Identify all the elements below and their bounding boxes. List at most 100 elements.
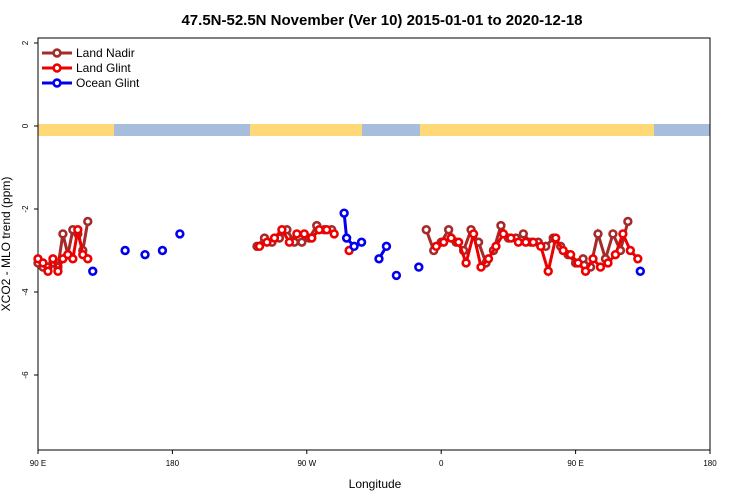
- data-point: [635, 266, 646, 276]
- legend-label: Land Glint: [76, 61, 131, 75]
- data-point: [608, 229, 618, 239]
- data-point: [299, 229, 310, 239]
- data-point: [88, 266, 98, 276]
- x-tick-label: 180: [166, 459, 180, 468]
- data-point: [314, 225, 324, 235]
- series-layer: [33, 208, 646, 281]
- x-tick-label: 90 E: [567, 459, 583, 468]
- x-tick-label: 90 W: [297, 459, 316, 468]
- x-tick-label: 90 E: [30, 459, 46, 468]
- data-point: [391, 270, 402, 281]
- y-tick-label: -4: [21, 288, 30, 296]
- series-ocean-glint: [88, 208, 646, 281]
- y-tick-label: 2: [21, 40, 30, 45]
- data-point: [58, 229, 68, 239]
- data-point: [588, 254, 598, 264]
- legend-item: Ocean Glint: [42, 76, 140, 90]
- data-point: [633, 254, 643, 264]
- data-point: [120, 245, 130, 256]
- data-point: [381, 241, 392, 252]
- data-point: [513, 237, 524, 247]
- x-tick-label: 180: [703, 459, 717, 468]
- y-tick-label: -2: [21, 205, 30, 213]
- land-band-2: [250, 124, 362, 136]
- data-point: [461, 258, 471, 268]
- data-point: [468, 229, 479, 239]
- data-point: [453, 237, 464, 247]
- data-point: [414, 262, 424, 272]
- data-point: [618, 229, 628, 239]
- data-point: [73, 225, 83, 235]
- legend-marker: [52, 63, 62, 73]
- data-point: [536, 241, 546, 252]
- data-point: [322, 225, 332, 235]
- data-point: [610, 249, 621, 260]
- legend-label: Ocean Glint: [76, 76, 140, 90]
- data-point: [603, 258, 613, 268]
- data-point: [43, 266, 53, 276]
- data-point: [38, 258, 48, 268]
- data-point: [518, 229, 529, 239]
- data-point: [339, 208, 349, 218]
- data-point: [496, 220, 506, 231]
- land-band-3: [420, 124, 654, 136]
- data-point: [506, 233, 516, 243]
- data-point: [543, 266, 553, 276]
- data-point: [284, 237, 295, 247]
- x-tick-label: 0: [439, 459, 444, 468]
- data-point: [157, 245, 168, 256]
- data-point: [48, 254, 58, 264]
- x-axis: 90 E 180 90 W 0 90 E 180: [30, 450, 717, 468]
- data-point: [329, 229, 339, 239]
- data-point: [374, 254, 384, 264]
- data-point: [292, 229, 302, 239]
- data-point: [356, 237, 367, 247]
- y-tick-label: 0: [21, 123, 30, 128]
- data-point: [528, 237, 538, 247]
- data-point: [307, 233, 317, 243]
- y-axis: 2 0 -2 -4 -6: [21, 40, 38, 379]
- data-point: [341, 233, 352, 243]
- data-point: [297, 237, 307, 247]
- data-point: [565, 249, 576, 260]
- plot-frame: [37, 37, 711, 451]
- data-point: [476, 262, 486, 272]
- data-point: [446, 233, 456, 243]
- data-point: [68, 254, 78, 264]
- x-axis-label: Longitude: [349, 477, 402, 491]
- data-point: [431, 241, 441, 252]
- data-point: [498, 229, 509, 239]
- data-point: [269, 233, 280, 243]
- series-land-glint: [33, 225, 643, 278]
- land-mask-band: [38, 124, 710, 136]
- data-point: [625, 245, 636, 256]
- data-point: [53, 266, 63, 276]
- data-point: [83, 216, 93, 227]
- data-point: [421, 225, 431, 235]
- data-point: [558, 245, 568, 256]
- land-band-1: [38, 124, 114, 136]
- y-tick-label: -6: [21, 371, 30, 379]
- data-point: [254, 241, 265, 252]
- data-point: [438, 237, 449, 247]
- chart-title: 47.5N-52.5N November (Ver 10) 2015-01-01…: [181, 12, 582, 29]
- legend-marker: [52, 48, 62, 58]
- y-axis-label: XCO2 - MLO trend (ppm): [0, 177, 13, 312]
- data-point: [595, 262, 606, 272]
- data-point: [83, 254, 93, 264]
- data-point: [623, 216, 633, 227]
- data-point: [483, 254, 494, 264]
- data-point: [277, 225, 287, 235]
- legend-item: Land Glint: [42, 61, 131, 75]
- data-point: [140, 249, 150, 260]
- data-point: [262, 237, 272, 247]
- data-point: [491, 241, 501, 252]
- data-point: [550, 233, 561, 243]
- legend-item: Land Nadir: [42, 46, 135, 60]
- data-point: [593, 229, 603, 239]
- data-point: [521, 237, 531, 247]
- data-point: [443, 225, 454, 235]
- data-point: [349, 241, 359, 252]
- legend-label: Land Nadir: [76, 46, 135, 60]
